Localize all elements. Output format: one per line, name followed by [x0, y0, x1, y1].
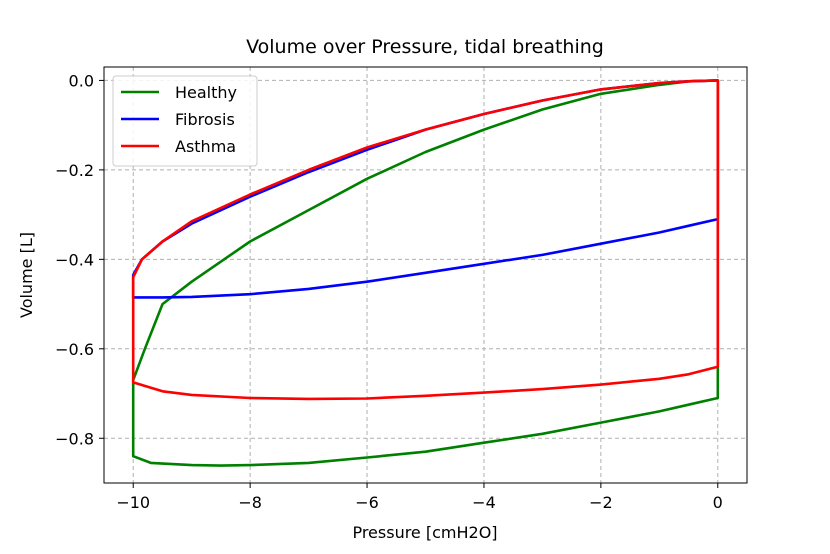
legend-label-healthy: Healthy [175, 83, 237, 102]
x-tick-label: −8 [238, 493, 262, 512]
x-tick-label: 0 [713, 493, 723, 512]
legend-label-asthma: Asthma [175, 137, 236, 156]
x-axis: −10 −8 −6 −4 −2 0 [116, 483, 723, 512]
y-axis-label: Volume [L] [17, 232, 36, 318]
y-axis: 0.0 −0.2 −0.4 −0.6 −0.8 [55, 71, 104, 448]
y-tick-label: −0.2 [55, 161, 94, 180]
legend: Healthy Fibrosis Asthma [112, 75, 258, 167]
legend-label-fibrosis: Fibrosis [175, 110, 235, 129]
x-tick-label: −10 [116, 493, 150, 512]
x-tick-label: −2 [589, 493, 613, 512]
x-axis-label: Pressure [cmH2O] [352, 523, 497, 542]
x-tick-label: −4 [472, 493, 496, 512]
x-tick-label: −6 [355, 493, 379, 512]
series-line-healthy [131, 79, 720, 467]
y-tick-label: −0.4 [55, 250, 94, 269]
chart-title: Volume over Pressure, tidal breathing [246, 36, 604, 58]
plot-frame [103, 66, 748, 484]
y-tick-label: 0.0 [69, 71, 94, 90]
series-line-asthma [131, 79, 720, 401]
series-layer [131, 79, 720, 467]
legend-box [112, 75, 258, 167]
y-tick-label: −0.8 [55, 429, 94, 448]
y-tick-label: −0.6 [55, 340, 94, 359]
